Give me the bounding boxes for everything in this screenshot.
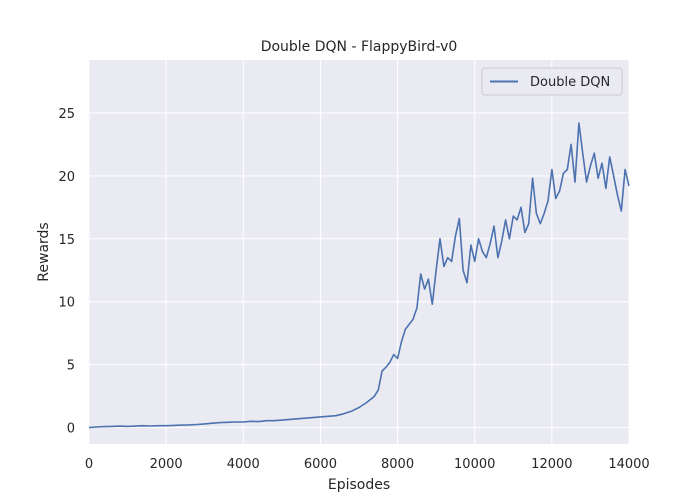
y-tick-label: 5 — [67, 359, 75, 374]
series-line-double-dqn — [88, 122, 630, 429]
x-tick-label: 8000 — [381, 457, 414, 472]
plot-background — [89, 60, 629, 444]
legend-label: Double DQN — [530, 75, 610, 90]
chart-title: Double DQN - FlappyBird-v0 — [261, 39, 458, 55]
y-tick-label: 0 — [67, 422, 75, 437]
x-tick-label: 2000 — [150, 457, 183, 472]
x-tick-label: 10000 — [454, 457, 495, 472]
x-tick-label: 12000 — [531, 457, 572, 472]
legend: Double DQN — [481, 67, 623, 96]
x-tick-labels: 0 2000 4000 6000 8000 10000 12000 14000 — [85, 457, 650, 472]
y-tick-labels: 0 5 10 15 20 25 — [58, 107, 75, 437]
grid-lines — [88, 60, 630, 444]
y-tick-label: 20 — [58, 170, 75, 185]
x-tick-label: 0 — [85, 457, 93, 472]
series-layer — [88, 122, 630, 429]
x-tick-label: 4000 — [227, 457, 260, 472]
x-tick-label: 6000 — [304, 457, 337, 472]
y-axis-label: Rewards — [36, 222, 52, 281]
y-tick-label: 10 — [58, 296, 75, 311]
x-tick-label: 14000 — [608, 457, 649, 472]
y-tick-label: 25 — [58, 107, 75, 122]
legend-box — [481, 67, 623, 96]
x-axis-label: Episodes — [328, 477, 390, 493]
y-tick-label: 15 — [58, 233, 75, 248]
